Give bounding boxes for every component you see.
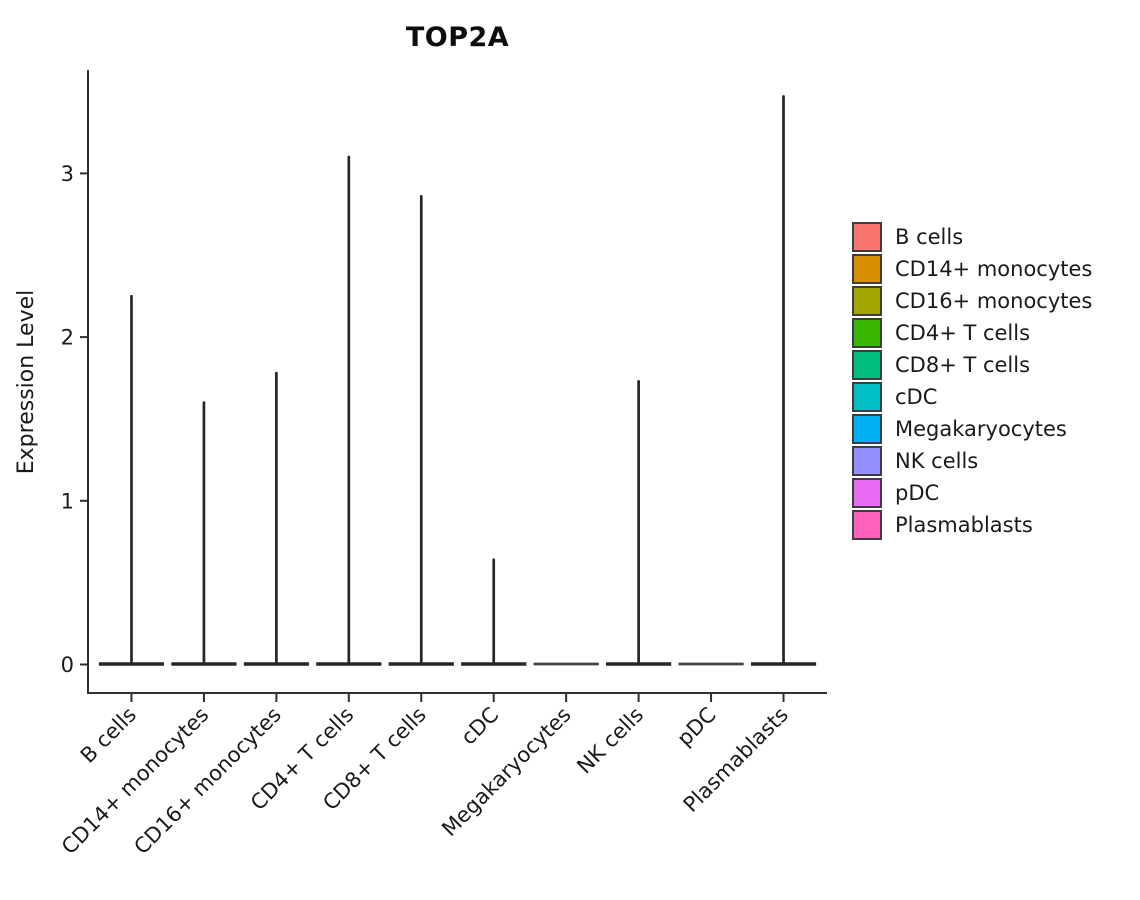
- legend-item: Plasmablasts: [852, 509, 1092, 541]
- legend-item: pDC: [852, 477, 1092, 509]
- legend-swatch: [852, 350, 882, 380]
- legend-swatch: [852, 254, 882, 284]
- legend-label: Plasmablasts: [895, 513, 1033, 537]
- x-tick-label: cDC: [456, 703, 503, 750]
- legend-swatch: [852, 414, 882, 444]
- legend-label: B cells: [895, 225, 964, 249]
- y-axis-title: Expression Level: [14, 290, 39, 475]
- x-tick-label: B cells: [76, 703, 141, 768]
- legend-item: CD16+ monocytes: [852, 285, 1092, 317]
- legend-label: Megakaryocytes: [895, 417, 1067, 441]
- legend-swatch: [852, 286, 882, 316]
- legend-label: pDC: [895, 481, 940, 505]
- legend-swatch: [852, 510, 882, 540]
- legend-item: Megakaryocytes: [852, 413, 1092, 445]
- y-tick-label: 3: [61, 162, 74, 186]
- legend-swatch: [852, 222, 882, 252]
- legend-item: B cells: [852, 221, 1092, 253]
- plot-title: TOP2A: [405, 22, 510, 53]
- y-tick-label: 0: [61, 653, 74, 677]
- legend-swatch: [852, 382, 882, 412]
- legend-label: NK cells: [895, 449, 979, 473]
- x-tick-label: pDC: [672, 703, 720, 751]
- legend-label: CD8+ T cells: [895, 353, 1031, 377]
- x-tick-label: NK cells: [572, 703, 648, 779]
- legend-item: CD4+ T cells: [852, 317, 1092, 349]
- y-tick-label: 1: [61, 489, 74, 513]
- legend: B cells CD14+ monocytes CD16+ monocytes CD4…: [852, 221, 1092, 541]
- legend-swatch: [852, 446, 882, 476]
- legend-swatch: [852, 318, 882, 348]
- x-tick-label: Megakaryocytes: [437, 703, 576, 842]
- legend-item: NK cells: [852, 445, 1092, 477]
- y-tick-label: 2: [61, 326, 74, 350]
- legend-label: cDC: [895, 385, 938, 409]
- legend-label: CD4+ T cells: [895, 321, 1031, 345]
- legend-item: CD14+ monocytes: [852, 253, 1092, 285]
- legend-swatch: [852, 478, 882, 508]
- legend-item: cDC: [852, 381, 1092, 413]
- legend-label: CD16+ monocytes: [895, 289, 1093, 313]
- legend-label: CD14+ monocytes: [895, 257, 1093, 281]
- legend-item: CD8+ T cells: [852, 349, 1092, 381]
